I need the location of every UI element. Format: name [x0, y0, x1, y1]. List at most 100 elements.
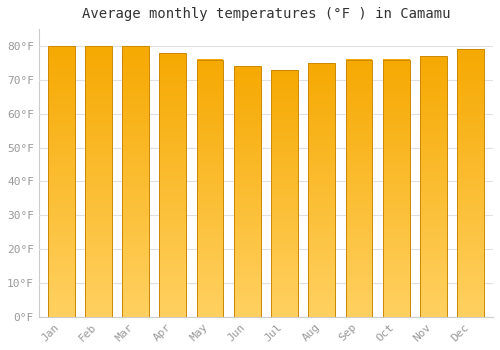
- Bar: [160, 224, 186, 229]
- Bar: [458, 205, 484, 210]
- Bar: [196, 102, 224, 107]
- Bar: [346, 257, 372, 261]
- Bar: [160, 79, 186, 84]
- Bar: [383, 132, 409, 137]
- Bar: [196, 291, 224, 295]
- Bar: [85, 249, 112, 254]
- Bar: [122, 141, 149, 145]
- Bar: [234, 288, 260, 292]
- Bar: [271, 111, 298, 115]
- Bar: [85, 105, 112, 109]
- Bar: [122, 181, 149, 186]
- Bar: [346, 128, 372, 132]
- Bar: [234, 212, 260, 217]
- Bar: [196, 107, 224, 111]
- Bar: [85, 91, 112, 96]
- Bar: [48, 204, 74, 209]
- Bar: [346, 68, 372, 72]
- Bar: [48, 46, 74, 50]
- Bar: [234, 171, 260, 175]
- Bar: [196, 197, 224, 201]
- Bar: [85, 96, 112, 100]
- Bar: [122, 78, 149, 82]
- Bar: [458, 67, 484, 72]
- Bar: [196, 308, 224, 313]
- Bar: [196, 313, 224, 317]
- Bar: [458, 147, 484, 152]
- Bar: [383, 304, 409, 308]
- Bar: [308, 88, 335, 92]
- Bar: [420, 217, 447, 221]
- Bar: [48, 285, 74, 290]
- Bar: [383, 94, 409, 98]
- Bar: [122, 118, 149, 123]
- Bar: [160, 194, 186, 198]
- Bar: [196, 154, 224, 158]
- Bar: [160, 75, 186, 79]
- Bar: [420, 212, 447, 217]
- Bar: [308, 207, 335, 211]
- Bar: [346, 291, 372, 295]
- Bar: [308, 304, 335, 308]
- Bar: [234, 154, 260, 158]
- Bar: [271, 292, 298, 296]
- Bar: [420, 221, 447, 225]
- Bar: [196, 119, 224, 124]
- Bar: [271, 230, 298, 235]
- Bar: [458, 72, 484, 76]
- Bar: [420, 182, 447, 187]
- Bar: [346, 278, 372, 282]
- Bar: [383, 252, 409, 257]
- Bar: [383, 72, 409, 77]
- Bar: [383, 60, 409, 317]
- Bar: [234, 217, 260, 221]
- Bar: [458, 152, 484, 156]
- Bar: [420, 195, 447, 199]
- Bar: [48, 236, 74, 240]
- Bar: [122, 231, 149, 236]
- Bar: [383, 257, 409, 261]
- Bar: [48, 190, 74, 195]
- Bar: [196, 145, 224, 149]
- Bar: [122, 209, 149, 213]
- Bar: [420, 265, 447, 269]
- Bar: [85, 204, 112, 209]
- Bar: [196, 85, 224, 90]
- Bar: [234, 150, 260, 154]
- Bar: [122, 150, 149, 154]
- Bar: [196, 180, 224, 184]
- Bar: [196, 227, 224, 231]
- Bar: [458, 286, 484, 290]
- Bar: [48, 132, 74, 136]
- Bar: [383, 235, 409, 240]
- Bar: [234, 233, 260, 238]
- Bar: [85, 136, 112, 141]
- Bar: [420, 65, 447, 69]
- Bar: [308, 245, 335, 249]
- Bar: [160, 84, 186, 88]
- Bar: [383, 197, 409, 201]
- Bar: [271, 132, 298, 135]
- Bar: [160, 255, 186, 260]
- Bar: [271, 144, 298, 148]
- Bar: [234, 221, 260, 225]
- Bar: [85, 163, 112, 168]
- Bar: [48, 254, 74, 258]
- Bar: [48, 172, 74, 177]
- Bar: [346, 115, 372, 120]
- Bar: [383, 270, 409, 274]
- Bar: [346, 107, 372, 111]
- Bar: [85, 150, 112, 154]
- Bar: [85, 64, 112, 69]
- Bar: [160, 189, 186, 194]
- Bar: [271, 135, 298, 140]
- Bar: [271, 78, 298, 82]
- Bar: [48, 186, 74, 190]
- Bar: [122, 190, 149, 195]
- Bar: [160, 185, 186, 189]
- Bar: [122, 145, 149, 150]
- Bar: [383, 188, 409, 193]
- Bar: [458, 174, 484, 179]
- Bar: [383, 60, 409, 64]
- Bar: [458, 112, 484, 116]
